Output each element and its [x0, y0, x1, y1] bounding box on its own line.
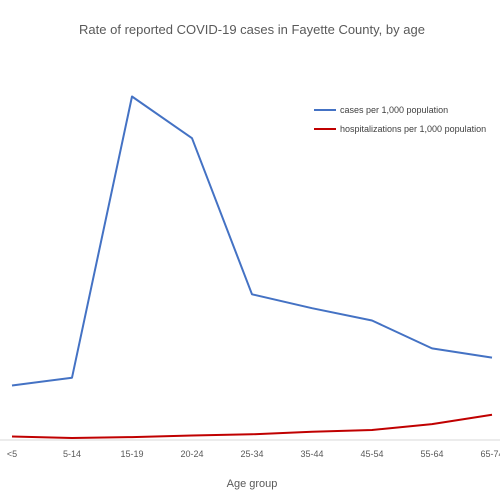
legend: cases per 1,000 population hospitalizatio… — [314, 105, 486, 134]
series-line-0 — [11, 95, 493, 387]
series-line-1 — [11, 413, 493, 439]
x-tick-label: 25-34 — [240, 449, 263, 459]
x-tick-label: 55-64 — [420, 449, 443, 459]
chart-title: Rate of reported COVID-19 cases in Fayet… — [79, 22, 425, 37]
x-tick-label: 35-44 — [300, 449, 323, 459]
legend-label-0: cases per 1,000 population — [340, 105, 448, 115]
x-tick-label: 20-24 — [180, 449, 203, 459]
x-tick-label: 15-19 — [120, 449, 143, 459]
x-tick-label: <5 — [7, 449, 17, 459]
x-tick-label: 65-74 — [480, 449, 500, 459]
legend-label-1: hospitalizations per 1,000 population — [340, 124, 486, 134]
x-tick-label: 45-54 — [360, 449, 383, 459]
x-tick-label: 5-14 — [63, 449, 81, 459]
x-axis-title: Age group — [227, 478, 278, 490]
plot-area — [11, 95, 493, 439]
x-axis-tick-labels: <5 5-14 15-19 20-24 25-34 35-44 45-54 55-64 65-7… — [7, 449, 500, 459]
